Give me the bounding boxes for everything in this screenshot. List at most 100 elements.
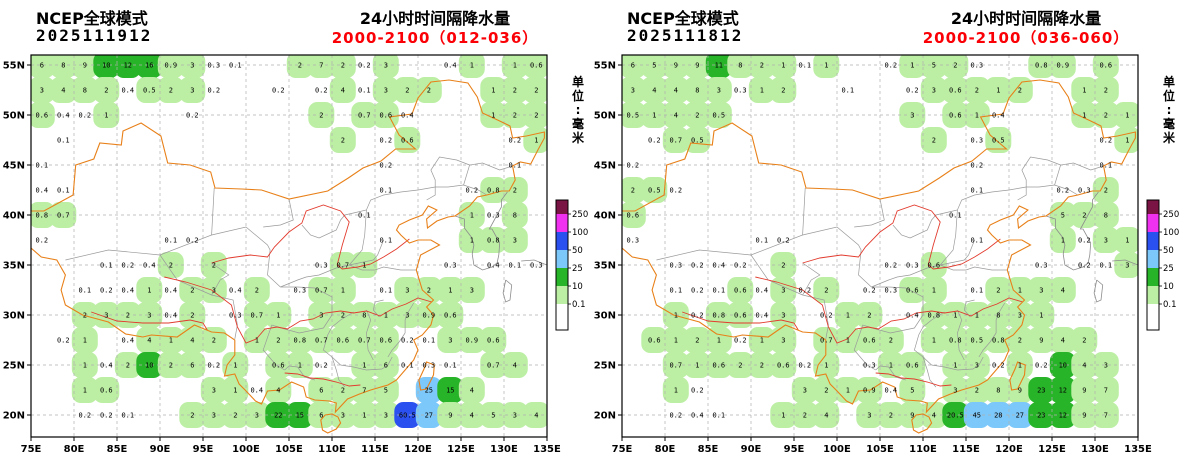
svg-text:3: 3 — [781, 312, 785, 320]
svg-text:0.1: 0.1 — [100, 262, 113, 270]
svg-text:2: 2 — [534, 87, 538, 95]
svg-text:0.3: 0.3 — [863, 362, 876, 370]
svg-text:0.5: 0.5 — [970, 337, 983, 345]
svg-text:0.4: 0.4 — [401, 112, 414, 120]
svg-text:0.8: 0.8 — [949, 337, 962, 345]
svg-text:6: 6 — [319, 387, 323, 395]
svg-text:0.1: 0.1 — [57, 137, 70, 145]
svg-text:5: 5 — [491, 412, 495, 420]
svg-text:9: 9 — [1018, 387, 1022, 395]
svg-text:2: 2 — [1104, 112, 1108, 120]
svg-text:100E: 100E — [823, 444, 851, 455]
svg-text:0.7: 0.7 — [336, 262, 349, 270]
svg-text:0.2: 0.2 — [777, 237, 790, 245]
svg-text:2: 2 — [169, 362, 173, 370]
svg-text:0.1: 0.1 — [422, 337, 435, 345]
svg-text:0.1: 0.1 — [949, 212, 962, 220]
svg-text:3: 3 — [781, 287, 785, 295]
svg-text:0.1: 0.1 — [1163, 300, 1177, 310]
svg-text:0.3: 0.3 — [669, 262, 682, 270]
svg-text:1: 1 — [276, 312, 280, 320]
svg-text:1: 1 — [824, 62, 828, 70]
svg-text:0.7: 0.7 — [820, 337, 833, 345]
svg-text::: : — [576, 103, 581, 117]
svg-text:40N: 40N — [594, 211, 616, 222]
svg-text:9: 9 — [448, 412, 452, 420]
svg-text:0.2: 0.2 — [100, 287, 113, 295]
svg-text:2: 2 — [169, 87, 173, 95]
svg-text:米: 米 — [1163, 130, 1176, 145]
svg-text:单: 单 — [572, 74, 584, 89]
svg-text:3: 3 — [470, 287, 474, 295]
svg-text:0.2: 0.2 — [884, 262, 897, 270]
svg-text:105E: 105E — [866, 444, 894, 455]
svg-text:0.4: 0.4 — [691, 412, 704, 420]
svg-text:0.6: 0.6 — [949, 112, 962, 120]
svg-text:1: 1 — [760, 337, 764, 345]
svg-text:0.1: 0.1 — [121, 412, 134, 420]
svg-text:3: 3 — [384, 62, 388, 70]
svg-text:85E: 85E — [107, 444, 128, 455]
svg-text:0.2: 0.2 — [315, 362, 328, 370]
svg-text:0.4: 0.4 — [121, 287, 134, 295]
svg-text:25: 25 — [572, 264, 583, 274]
svg-text:0.1: 0.1 — [572, 300, 586, 310]
svg-text:0.1: 0.1 — [379, 237, 392, 245]
svg-text:0.9: 0.9 — [863, 387, 876, 395]
svg-text:0.2: 0.2 — [186, 237, 199, 245]
svg-text:1: 1 — [83, 362, 87, 370]
svg-text:2: 2 — [341, 312, 345, 320]
svg-text:0.4: 0.4 — [444, 62, 457, 70]
svg-text:0.4: 0.4 — [755, 312, 768, 320]
axis-labels: 75E 80E 85E 90E 95E 100E 105E 110E 115E 120E 125E 1… — [594, 61, 1152, 456]
svg-text:2: 2 — [233, 412, 237, 420]
svg-text:23: 23 — [1037, 412, 1045, 420]
svg-text:20N: 20N — [3, 411, 25, 422]
svg-text:2: 2 — [738, 362, 742, 370]
svg-text:0.9: 0.9 — [465, 337, 478, 345]
svg-text:125E: 125E — [1038, 444, 1066, 455]
svg-text:0.2: 0.2 — [863, 287, 876, 295]
svg-text:0.7: 0.7 — [315, 287, 328, 295]
svg-text:1: 1 — [846, 387, 850, 395]
svg-text:1: 1 — [1082, 112, 1086, 120]
svg-text:0.1: 0.1 — [57, 187, 70, 195]
svg-text:2: 2 — [190, 312, 194, 320]
svg-text:0.1: 0.1 — [164, 237, 177, 245]
svg-text:0.2: 0.2 — [57, 337, 70, 345]
svg-text:9: 9 — [1082, 387, 1086, 395]
svg-text:95E: 95E — [784, 444, 805, 455]
svg-text:1: 1 — [362, 362, 366, 370]
graticule — [622, 55, 1138, 437]
svg-text:0.6: 0.6 — [906, 287, 919, 295]
svg-text:4: 4 — [932, 412, 936, 420]
svg-text:8: 8 — [61, 62, 65, 70]
svg-text:0.4: 0.4 — [992, 112, 1005, 120]
svg-text:0.6: 0.6 — [35, 112, 48, 120]
svg-text:3: 3 — [803, 387, 807, 395]
svg-text:0.1: 0.1 — [444, 362, 457, 370]
svg-text:0.1: 0.1 — [379, 287, 392, 295]
svg-text:0.1: 0.1 — [508, 162, 521, 170]
svg-text:0.6: 0.6 — [1099, 62, 1112, 70]
svg-text:45N: 45N — [594, 161, 616, 172]
colorbar: 250 100 50 25 10 0.1 — [555, 199, 588, 331]
svg-text:0.2: 0.2 — [884, 62, 897, 70]
svg-text:2: 2 — [513, 87, 517, 95]
svg-text:25N: 25N — [594, 361, 616, 372]
svg-text:1: 1 — [932, 337, 936, 345]
svg-text:1: 1 — [255, 337, 259, 345]
graticule — [31, 55, 547, 437]
svg-text:1: 1 — [846, 337, 850, 345]
svg-text:120E: 120E — [404, 444, 432, 455]
svg-text:100: 100 — [572, 228, 588, 238]
svg-text:3: 3 — [448, 337, 452, 345]
svg-text:9: 9 — [910, 412, 914, 420]
svg-text:0.2: 0.2 — [78, 112, 91, 120]
svg-text:0.2: 0.2 — [1099, 137, 1112, 145]
svg-text:1: 1 — [448, 287, 452, 295]
svg-text:2: 2 — [341, 387, 345, 395]
svg-text:3: 3 — [513, 412, 517, 420]
svg-text:25: 25 — [425, 387, 433, 395]
svg-text:1: 1 — [1082, 87, 1086, 95]
